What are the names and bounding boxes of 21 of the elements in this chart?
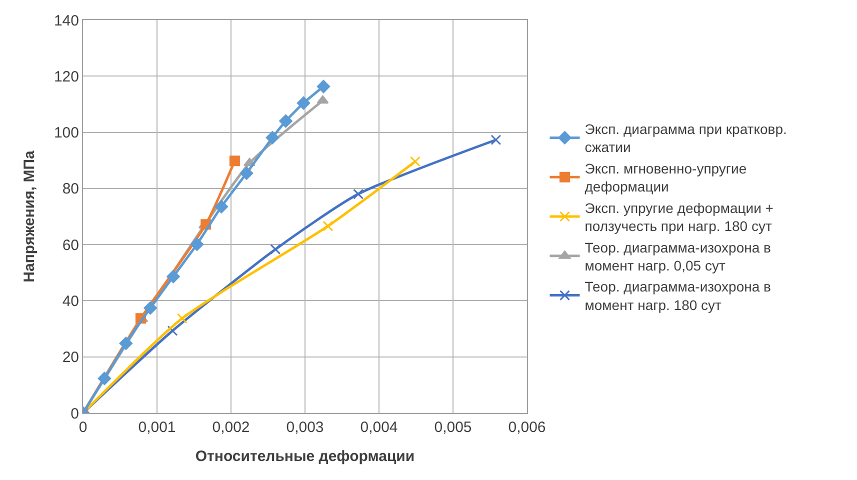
y-tick-label: 100 xyxy=(54,124,79,142)
y-tick-label: 80 xyxy=(62,180,79,198)
x-tick-label: 0,003 xyxy=(286,419,324,436)
legend-label: Теор. диаграмма-изохрона в момент нагр. 180 сут xyxy=(584,278,771,313)
legend-label: Эксп. диаграмма при кратковр. сжатии xyxy=(584,121,787,156)
y-tick-label: 20 xyxy=(62,349,79,366)
y-tick-label: 0 xyxy=(70,405,79,422)
legend-label: Эксп. мгновенно-упругие деформации xyxy=(584,160,747,195)
legend-label: Теор. диаграмма-изохрона в момент нагр. 0,05 сут xyxy=(584,239,771,274)
legend-label: Эксп. упругие деформации + ползучесть при нагр. 180 сут xyxy=(584,200,774,234)
x-axis-title: Относительные деформации xyxy=(195,448,415,465)
x-tick-label: 0,005 xyxy=(434,419,472,436)
x-tick-label: 0,001 xyxy=(138,419,176,436)
y-tick-label: 40 xyxy=(62,292,79,310)
x-tick-label: 0,006 xyxy=(508,419,546,436)
y-axis-title: Напряжения, МПа xyxy=(21,150,38,282)
y-tick-label: 120 xyxy=(54,68,79,86)
x-tick-label: 0,002 xyxy=(212,419,250,436)
y-tick-label: 60 xyxy=(62,236,79,254)
x-tick-label: 0,004 xyxy=(360,419,398,436)
y-tick-label: 140 xyxy=(54,12,79,30)
